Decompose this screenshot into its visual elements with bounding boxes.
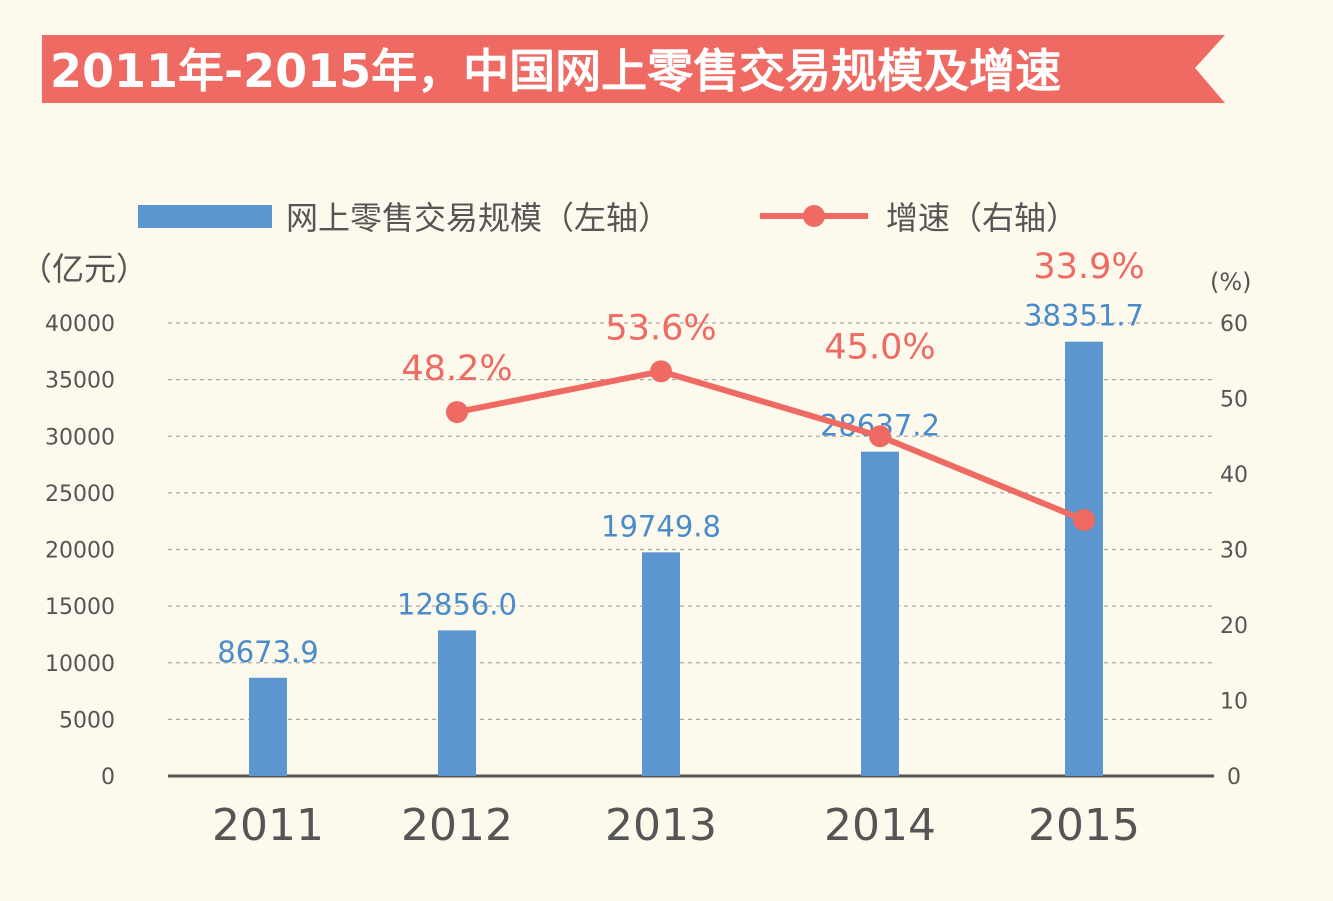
y-right-tick: 60: [1220, 312, 1248, 337]
growth-labels: 48.2% 53.6% 45.0% 33.9%: [401, 247, 1144, 389]
y-right-ticks: 60 50 40 30 20 10 0: [1220, 312, 1248, 790]
y-left-tick: 20000: [45, 539, 115, 564]
chart-title: 2011年-2015年，中国网上零售交易规模及增速: [50, 44, 1061, 98]
growth-value-label: 48.2%: [401, 349, 512, 389]
bar: [1065, 341, 1103, 776]
growth-line: [446, 360, 1095, 532]
growth-value-label: 53.6%: [605, 308, 716, 348]
bar-value-label: 12856.0: [397, 587, 517, 621]
growth-value-label: 45.0%: [824, 327, 935, 367]
y-right-tick: 50: [1220, 388, 1248, 413]
x-tick-label: 2012: [401, 800, 513, 851]
y-left-tick: 5000: [59, 708, 115, 733]
x-tick-label: 2014: [824, 800, 936, 851]
y-left-tick: 0: [101, 765, 115, 790]
legend-line-label: 增速（右轴）: [886, 199, 1078, 237]
x-ticks: 2011 2012 2013 2014 2015: [212, 800, 1140, 851]
legend: 网上零售交易规模（左轴） 增速（右轴）: [138, 199, 1078, 237]
legend-bar-swatch: [138, 205, 272, 228]
y-left-tick: 35000: [45, 369, 115, 394]
growth-point: [446, 401, 468, 424]
bar-labels: 8673.9 12856.0 19749.8 28637.2 38351.7: [217, 299, 1144, 669]
y-right-tick: 0: [1227, 765, 1241, 790]
growth-point: [1073, 509, 1095, 532]
y-left-tick: 15000: [45, 595, 115, 620]
title-banner-shape: [42, 35, 1225, 103]
bar-value-label: 38351.7: [1024, 299, 1144, 333]
y-left-tick: 40000: [45, 312, 115, 337]
y-left-tick: 10000: [45, 652, 115, 677]
y-left-tick: 25000: [45, 482, 115, 507]
bar: [249, 677, 287, 776]
title-banner: 2011年-2015年，中国网上零售交易规模及增速: [42, 35, 1225, 103]
y-right-tick: 20: [1220, 614, 1248, 639]
legend-line-marker: [803, 205, 825, 227]
growth-line-path: [456, 368, 1086, 523]
bar-value-label: 8673.9: [217, 635, 318, 669]
x-tick-label: 2011: [212, 800, 324, 851]
y-right-tick: 30: [1220, 539, 1248, 564]
grid-lines: [168, 322, 1214, 778]
y-right-axis-label: (%): [1210, 268, 1252, 296]
bar: [861, 451, 899, 776]
legend-bar-label: 网上零售交易规模（左轴）: [286, 199, 670, 237]
bar: [642, 552, 680, 776]
x-tick-label: 2013: [605, 800, 717, 851]
bar-value-label: 19749.8: [601, 509, 721, 543]
y-left-tick: 30000: [45, 425, 115, 450]
bar-value-label: 28637.2: [820, 409, 940, 443]
growth-value-label: 33.9%: [1033, 247, 1144, 287]
y-right-tick: 10: [1220, 690, 1248, 715]
growth-point: [650, 360, 672, 383]
bar: [438, 630, 476, 776]
y-left-axis-label: （亿元）: [20, 250, 148, 288]
growth-point: [869, 425, 891, 448]
bars: [249, 341, 1103, 776]
y-right-tick: 40: [1220, 463, 1248, 488]
x-tick-label: 2015: [1028, 800, 1140, 851]
y-left-ticks: 40000 35000 30000 25000 20000 15000 10000 5000 0: [45, 312, 115, 790]
